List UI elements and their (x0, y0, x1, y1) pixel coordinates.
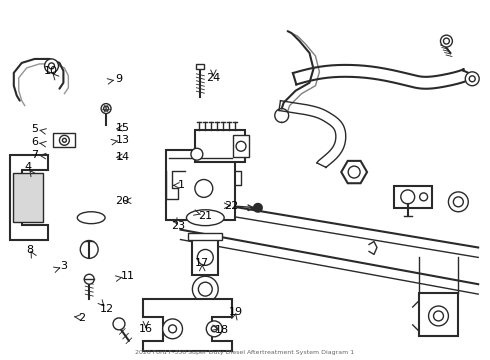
Text: 19: 19 (229, 307, 244, 317)
FancyBboxPatch shape (166, 150, 235, 220)
Text: 8: 8 (26, 245, 34, 255)
Text: 12: 12 (99, 303, 114, 314)
Circle shape (49, 63, 54, 69)
Circle shape (169, 325, 176, 333)
Text: 17: 17 (195, 258, 209, 268)
Text: 14: 14 (116, 152, 129, 162)
Text: 6: 6 (31, 138, 38, 148)
Text: 18: 18 (215, 325, 229, 335)
Text: 9: 9 (115, 74, 122, 84)
Ellipse shape (77, 212, 105, 224)
Circle shape (193, 276, 218, 302)
Circle shape (195, 180, 213, 197)
Circle shape (466, 72, 479, 86)
Circle shape (206, 321, 222, 337)
Circle shape (448, 192, 468, 212)
Circle shape (198, 282, 212, 296)
FancyBboxPatch shape (196, 130, 245, 162)
Text: 3: 3 (61, 261, 68, 271)
Circle shape (191, 148, 203, 160)
Circle shape (101, 104, 111, 113)
Text: 11: 11 (121, 271, 134, 282)
Text: 5: 5 (31, 124, 38, 134)
Circle shape (429, 306, 448, 326)
Circle shape (113, 318, 125, 330)
Text: 16: 16 (139, 324, 153, 334)
Circle shape (163, 319, 182, 339)
FancyBboxPatch shape (189, 233, 222, 239)
FancyBboxPatch shape (394, 186, 432, 208)
Circle shape (103, 106, 109, 111)
Circle shape (197, 249, 213, 265)
Circle shape (469, 76, 475, 82)
Circle shape (401, 190, 415, 204)
Circle shape (211, 326, 217, 332)
Circle shape (453, 197, 464, 207)
Text: 22: 22 (224, 201, 239, 211)
Circle shape (236, 141, 246, 151)
Circle shape (62, 138, 66, 142)
FancyBboxPatch shape (418, 293, 458, 336)
Text: 21: 21 (198, 211, 212, 221)
Polygon shape (341, 161, 367, 183)
FancyBboxPatch shape (193, 238, 218, 275)
Circle shape (45, 59, 58, 73)
Circle shape (443, 38, 449, 44)
Polygon shape (10, 155, 48, 239)
Circle shape (434, 311, 443, 321)
Circle shape (441, 35, 452, 47)
Text: 13: 13 (116, 135, 129, 145)
Text: 10: 10 (44, 66, 57, 76)
Circle shape (254, 204, 262, 212)
FancyBboxPatch shape (53, 133, 75, 147)
Text: 2020 Ford F-350 Super Duty Diesel Aftertreatment System Diagram 1: 2020 Ford F-350 Super Duty Diesel Aftert… (135, 350, 355, 355)
Text: 2: 2 (78, 312, 86, 323)
FancyBboxPatch shape (233, 135, 249, 157)
Text: 1: 1 (178, 180, 185, 190)
FancyBboxPatch shape (196, 64, 204, 69)
FancyBboxPatch shape (13, 173, 43, 222)
Text: 4: 4 (24, 162, 31, 172)
Circle shape (348, 166, 360, 178)
Circle shape (80, 240, 98, 258)
Circle shape (419, 193, 428, 201)
Text: 15: 15 (116, 123, 129, 133)
Text: 20: 20 (116, 196, 129, 206)
Polygon shape (143, 299, 232, 351)
Text: 24: 24 (206, 73, 220, 83)
Text: 23: 23 (171, 221, 185, 231)
Ellipse shape (187, 210, 224, 226)
Text: 7: 7 (31, 150, 39, 160)
Circle shape (84, 274, 94, 284)
Circle shape (59, 135, 70, 145)
